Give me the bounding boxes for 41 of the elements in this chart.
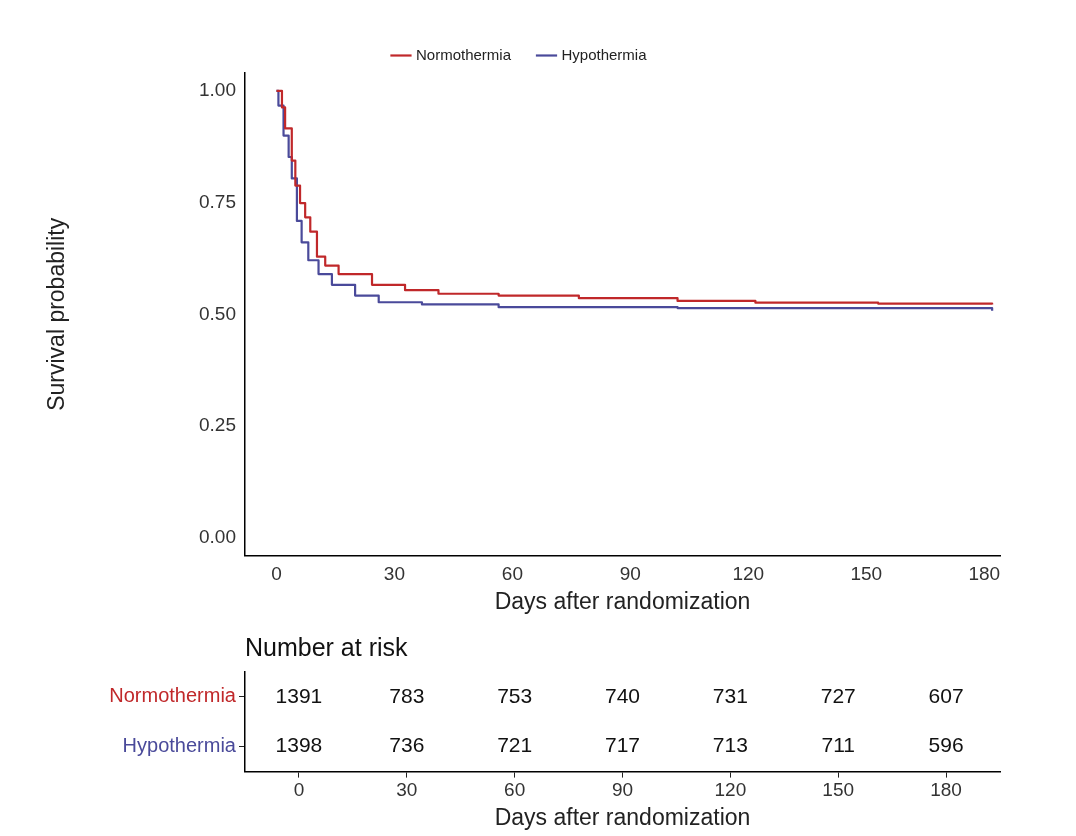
x-tick-label: 120: [732, 563, 765, 585]
y-axis-title: Survival probability: [43, 217, 70, 411]
data-label: 717: [604, 733, 641, 757]
y-tick-label: 0.50: [199, 302, 236, 324]
x-tick-label: 60: [504, 779, 526, 801]
legend-label: Hypothermia: [561, 45, 648, 63]
y-tick-label: 1.00: [199, 79, 236, 101]
data-label: 713: [712, 733, 748, 757]
x-tick-label: 0: [271, 563, 282, 585]
x-tick-label: 30: [383, 563, 405, 585]
data-label: 753: [497, 683, 533, 707]
data-label: 1391: [275, 683, 323, 707]
data-label: 596: [928, 733, 964, 757]
y-tick-label: Hypothermia: [122, 734, 237, 757]
data-label: 607: [928, 683, 964, 707]
x-tick-label: 150: [850, 563, 883, 585]
x-tick-label: 180: [968, 563, 1001, 585]
data-label: 711: [821, 733, 855, 757]
chart-title: Number at risk: [245, 633, 409, 661]
y-tick-label: 0.00: [199, 525, 236, 547]
data-label: 1398: [275, 733, 323, 757]
data-label: 731: [712, 683, 748, 707]
x-tick-label: 0: [293, 779, 305, 801]
legend-label: Normothermia: [415, 45, 512, 63]
y-tick-label: Normothermia: [109, 684, 237, 707]
data-label: 721: [497, 733, 533, 757]
data-label: 736: [389, 733, 425, 757]
x-tick-label: 150: [822, 779, 855, 801]
x-axis-title: Days after randomization: [494, 587, 751, 614]
data-label: 740: [604, 683, 641, 707]
x-tick-label: 60: [501, 563, 523, 585]
data-label: 727: [820, 683, 856, 707]
x-tick-label: 90: [619, 563, 641, 585]
x-tick-label: 120: [714, 779, 747, 801]
data-label: 783: [389, 683, 425, 707]
x-axis-title: Days after randomization: [494, 803, 751, 830]
x-tick-label: 90: [611, 779, 634, 801]
x-tick-label: 180: [930, 779, 962, 801]
y-tick-label: 0.25: [199, 414, 236, 436]
y-tick-label: 0.75: [199, 190, 236, 212]
x-tick-label: 30: [396, 779, 418, 801]
